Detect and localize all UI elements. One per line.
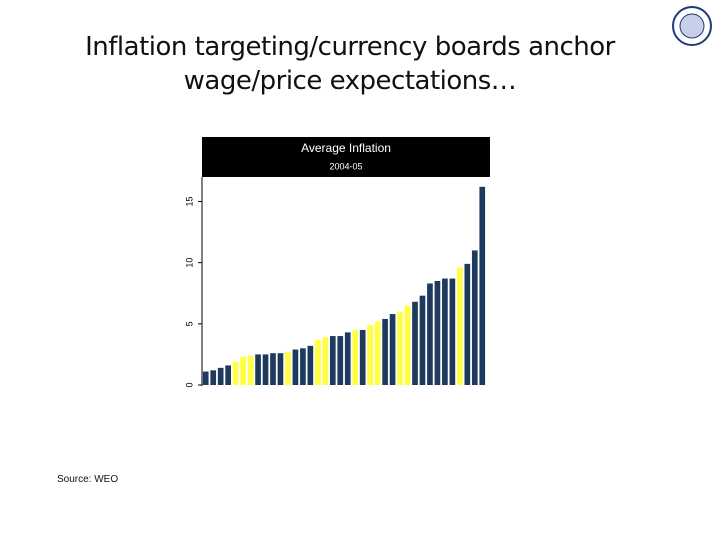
bar (202, 371, 209, 385)
y-tick-label: 5 (184, 321, 194, 326)
bar (404, 305, 411, 385)
bar (277, 353, 284, 385)
bar (382, 318, 388, 385)
bar (285, 351, 291, 385)
bar (464, 263, 471, 385)
y-tick-label: 0 (184, 382, 194, 387)
bar (337, 336, 344, 385)
bar (389, 314, 396, 385)
chart-subtitle: 2004-05 (329, 161, 362, 171)
bar (359, 329, 366, 385)
bar (442, 278, 448, 385)
bar (471, 250, 478, 385)
bar (427, 283, 433, 385)
bar (300, 348, 306, 385)
logo (672, 6, 712, 46)
y-tick-label: 10 (184, 258, 194, 268)
bar (262, 354, 269, 385)
bar (232, 361, 239, 385)
bar (374, 321, 381, 385)
bar (397, 311, 403, 385)
bar (412, 301, 418, 385)
bar (210, 370, 217, 385)
bar (292, 349, 299, 385)
bar (247, 355, 254, 385)
bar (225, 365, 231, 385)
bar (315, 339, 321, 385)
bar (479, 186, 486, 385)
chart-header (202, 137, 490, 177)
bar (419, 295, 426, 385)
bar (449, 278, 456, 385)
bar (217, 367, 224, 385)
bar (270, 353, 276, 385)
chart-title: Average Inflation (301, 141, 391, 155)
bar (307, 345, 314, 385)
bar (255, 354, 261, 385)
bar (322, 337, 329, 385)
y-tick-label: 15 (184, 196, 194, 206)
bar (367, 325, 373, 385)
bar (329, 336, 336, 385)
bar (344, 332, 351, 385)
bar (434, 281, 441, 385)
slide-title: Inflation targeting/currency boards anch… (85, 32, 615, 96)
bar (457, 267, 463, 385)
bar (240, 356, 246, 385)
bar (352, 329, 359, 385)
source: Source: WEO (57, 474, 119, 485)
